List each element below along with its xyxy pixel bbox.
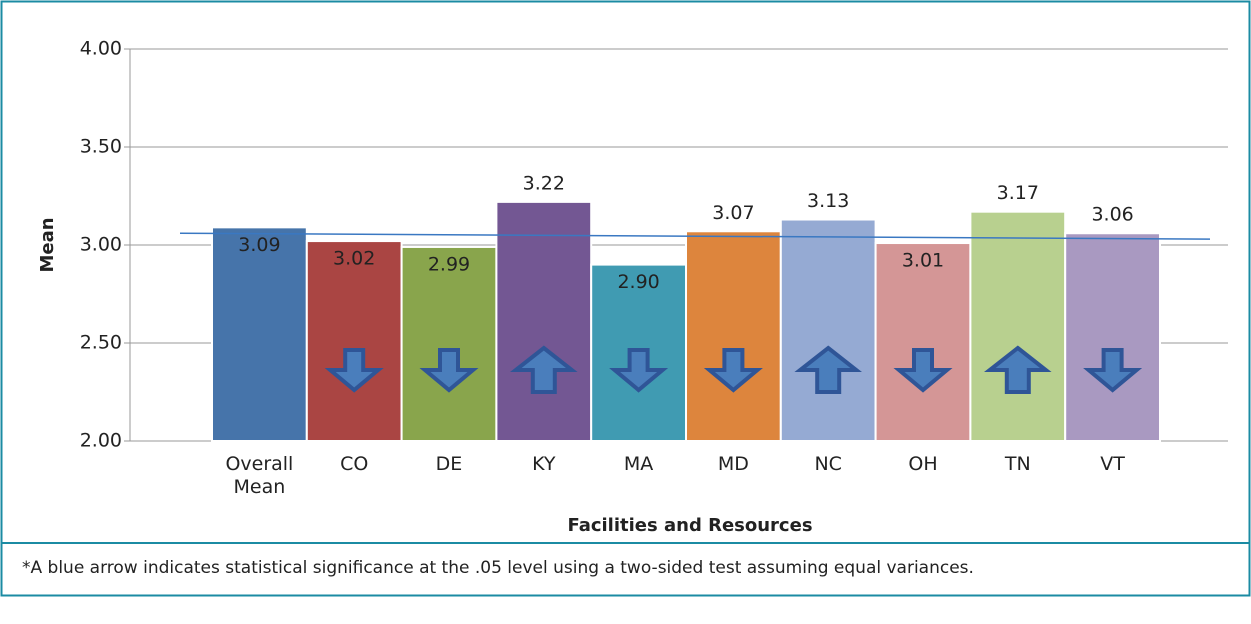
- bar: [685, 230, 782, 442]
- significance-arrow: [984, 345, 1052, 394]
- bar: [969, 210, 1067, 442]
- value-label: 3.02: [333, 248, 375, 270]
- trendline: [179, 232, 1211, 240]
- bar: [305, 240, 403, 442]
- y-axis-title: Mean: [37, 217, 58, 272]
- x-tick-label: Overall Mean: [225, 453, 294, 498]
- value-label: 3.06: [1091, 204, 1133, 226]
- x-tick-label: VT: [1100, 453, 1125, 475]
- value-label: 3.17: [997, 182, 1039, 204]
- frame: [0, 0, 1251, 597]
- significance-arrow: [510, 345, 578, 394]
- bar: [211, 226, 308, 442]
- bar: [400, 245, 498, 442]
- x-tick-label: DE: [435, 453, 463, 475]
- bar: [1064, 232, 1161, 442]
- bar: [779, 218, 877, 442]
- bar: [874, 242, 972, 442]
- x-tick-label: CO: [340, 453, 369, 475]
- significance-arrow: [1083, 348, 1143, 393]
- y-tick-label: 3.50: [80, 136, 122, 158]
- significance-arrow: [893, 348, 953, 393]
- x-tick-label: OH: [908, 453, 938, 475]
- significance-arrow: [609, 348, 669, 393]
- bar: [495, 200, 593, 442]
- value-label: 2.99: [428, 253, 470, 275]
- x-tick-label: MD: [717, 453, 749, 475]
- significance-arrow: [419, 348, 479, 393]
- x-tick-label: NC: [814, 453, 842, 475]
- significance-arrow: [703, 348, 763, 393]
- y-tick-label: 2.50: [80, 332, 122, 354]
- footnote: *A blue arrow indicates statistical sign…: [22, 558, 974, 578]
- value-label: 3.01: [902, 250, 944, 272]
- x-tick-label: KY: [532, 453, 556, 475]
- y-tick-label: 2.00: [80, 430, 122, 452]
- value-label: 3.07: [712, 202, 754, 224]
- value-label: 3.22: [523, 172, 565, 194]
- significance-arrow: [794, 345, 862, 394]
- y-tick-label: 3.00: [80, 234, 122, 256]
- value-label: 3.13: [807, 190, 849, 212]
- x-tick-label: TN: [1004, 453, 1031, 475]
- x-axis-title: Facilities and Resources: [567, 515, 812, 536]
- value-label: 2.90: [617, 271, 659, 293]
- value-label: 3.09: [238, 234, 280, 256]
- significance-arrow: [324, 348, 384, 393]
- x-tick-label: MA: [623, 453, 654, 475]
- y-tick-label: 4.00: [80, 38, 122, 60]
